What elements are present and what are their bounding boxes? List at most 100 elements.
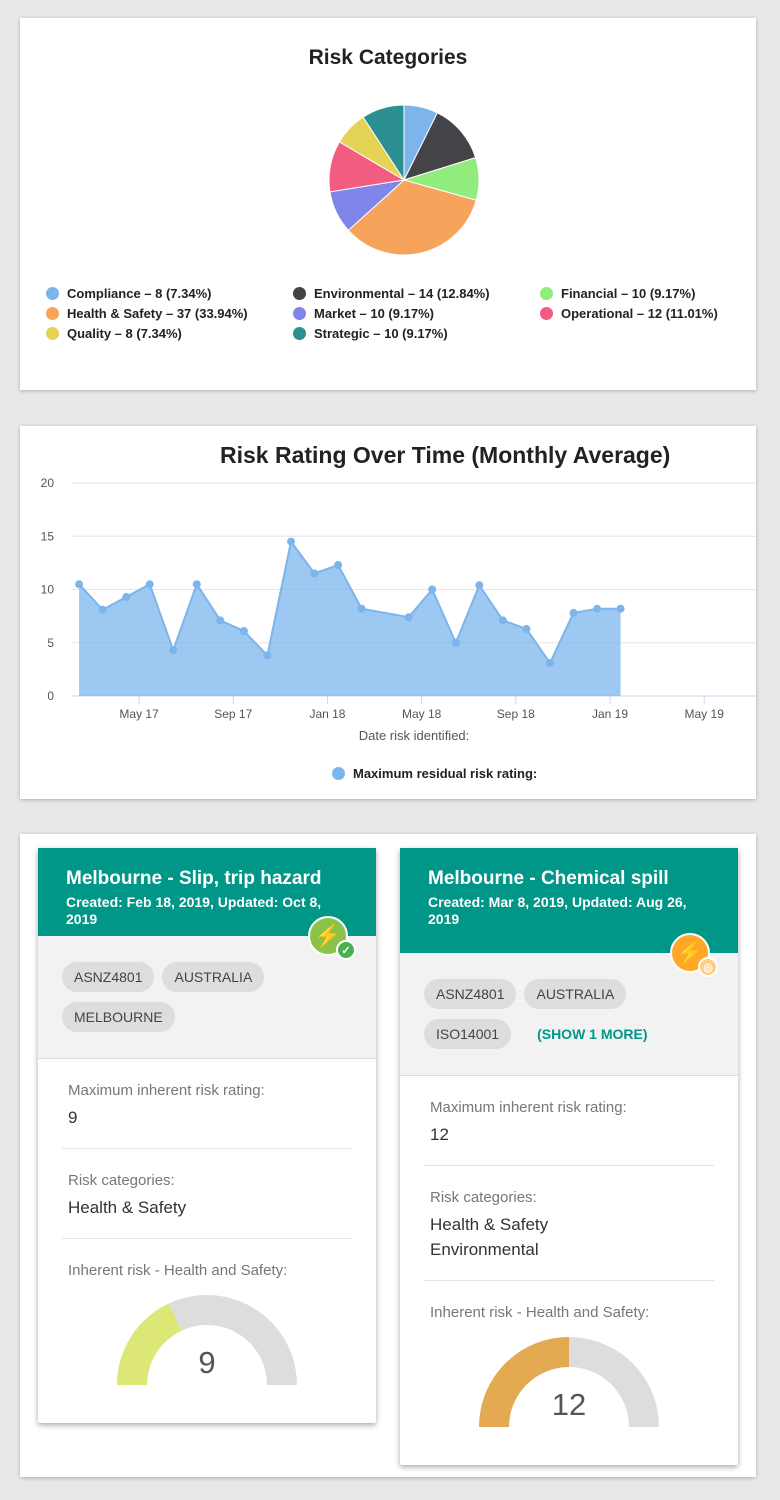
legend-label: Health & Safety – 37 (33.94%) (67, 306, 248, 321)
data-point[interactable] (475, 581, 484, 590)
x-tick-label: Jan 18 (309, 707, 345, 721)
pie-legend: Compliance – 8 (7.34%) Environmental – 14… (20, 18, 756, 390)
data-point[interactable] (404, 613, 413, 622)
x-tick-label: May 19 (685, 707, 725, 721)
legend-marker (46, 327, 59, 340)
y-tick-label: 20 (41, 476, 55, 490)
data-point[interactable] (334, 561, 343, 569)
tag[interactable]: MELBOURNE (62, 1002, 175, 1032)
legend-item[interactable]: Compliance – 8 (7.34%) (46, 286, 212, 301)
series-area (79, 541, 621, 696)
card-header[interactable]: Melbourne - Chemical spill Created: Mar … (400, 848, 738, 977)
data-point[interactable] (310, 569, 319, 578)
legend-marker (540, 287, 553, 300)
data-point[interactable] (569, 608, 578, 617)
line-chart-title: Risk Rating Over Time (Monthly Average) (220, 442, 671, 468)
risk-gauge: 9 (117, 1295, 297, 1387)
data-point[interactable] (122, 593, 131, 601)
risk-card[interactable]: Melbourne - Chemical spill Created: Mar … (400, 848, 738, 1465)
x-axis-title: Date risk identified: (359, 728, 470, 743)
legend-item[interactable]: Market – 10 (9.17%) (293, 306, 434, 321)
tag[interactable]: AUSTRALIA (524, 979, 627, 1009)
field-value: Health & Safety (430, 1215, 549, 1234)
y-tick-label: 15 (41, 529, 55, 543)
data-point[interactable] (75, 580, 84, 589)
data-point[interactable] (522, 624, 531, 633)
data-point[interactable] (498, 616, 507, 625)
gauge-graphic (117, 1295, 297, 1385)
legend-label: Strategic – 10 (9.17%) (314, 326, 448, 341)
x-tick-label: Sep 17 (214, 707, 252, 721)
inherent-risk-field: Maximum inherent risk rating: 9 (62, 1059, 352, 1149)
pie-slice-strategic[interactable] (362, 104, 405, 182)
legend-item[interactable]: Financial – 10 (9.17%) (540, 286, 695, 301)
legend-item[interactable]: Strategic – 10 (9.17%) (293, 326, 448, 341)
legend-label: Operational – 12 (11.01%) (561, 306, 718, 321)
data-point[interactable] (169, 646, 178, 655)
data-point[interactable] (216, 616, 225, 625)
tag[interactable]: ASNZ4801 (424, 979, 517, 1009)
field-value: 12 (430, 1125, 449, 1144)
risk-card[interactable]: Melbourne - Slip, trip hazard Created: F… (38, 848, 376, 1423)
legend-marker (46, 287, 59, 300)
data-point[interactable] (451, 638, 460, 647)
data-point[interactable] (357, 604, 366, 613)
field-label: Maximum inherent risk rating: (430, 1099, 627, 1116)
field-label: Risk categories: (68, 1172, 175, 1189)
data-point[interactable] (616, 604, 625, 613)
card-header[interactable]: Melbourne - Slip, trip hazard Created: F… (38, 848, 376, 960)
card-meta: Created: Feb 18, 2019, Updated: Oct 8, 2… (66, 894, 322, 927)
data-point[interactable] (98, 605, 107, 614)
legend-item[interactable]: Quality – 8 (7.34%) (46, 326, 182, 341)
legend-label: Environmental – 14 (12.84%) (314, 286, 490, 301)
data-point[interactable] (239, 627, 248, 635)
show-more-link[interactable]: (SHOW 1 MORE) (537, 1026, 648, 1042)
gauge-value: 9 (198, 1345, 216, 1380)
data-point[interactable] (145, 580, 154, 589)
line-legend-label: Maximum residual risk rating: (353, 766, 538, 781)
field-value: 9 (68, 1108, 78, 1127)
legend-marker (46, 307, 59, 320)
legend-item[interactable]: Health & Safety – 37 (33.94%) (46, 306, 248, 321)
tag[interactable]: AUSTRALIA (162, 962, 265, 992)
data-point[interactable] (428, 585, 437, 594)
legend-item[interactable]: Operational – 12 (11.01%) (540, 306, 718, 321)
legend-item[interactable]: Environmental – 14 (12.84%) (293, 286, 490, 301)
legend-label: Quality – 8 (7.34%) (67, 326, 182, 341)
gauge-field: Inherent risk - Health and Safety: 9 (62, 1239, 352, 1423)
card-title[interactable]: Melbourne - Slip, trip hazard (66, 868, 322, 889)
data-point[interactable] (287, 537, 295, 546)
legend-marker (293, 287, 306, 300)
legend-label: Market – 10 (9.17%) (314, 306, 434, 321)
legend-marker (540, 307, 553, 320)
pie-slice-health-safety[interactable] (347, 179, 477, 256)
tag[interactable]: ISO14001 (424, 1019, 512, 1049)
gauge-fill (117, 1303, 182, 1385)
data-point[interactable] (263, 651, 272, 660)
card-title[interactable]: Melbourne - Chemical spill (428, 868, 669, 889)
legend-marker (332, 767, 345, 780)
card-meta: Created: Mar 8, 2019, Updated: Aug 26, 2… (428, 894, 687, 927)
field-label: Inherent risk - Health and Safety: (68, 1262, 288, 1279)
target-icon: ◎ (698, 957, 718, 977)
gauge-fill (479, 1337, 569, 1427)
data-point[interactable] (546, 659, 554, 667)
data-point[interactable] (593, 604, 602, 613)
line-legend[interactable]: Maximum residual risk rating: (332, 766, 537, 781)
line-chart: 0 5 10 15 20 May 17 Sep 17 Jan 18 May 18 Sep 18 Ja… (41, 476, 756, 743)
pie-chart (328, 104, 480, 256)
risk-categories-panel: Risk Categories Compliance – 8 (7.34%) En… (20, 18, 756, 390)
tag[interactable]: ASNZ4801 (62, 962, 155, 992)
y-tick-label: 10 (41, 583, 55, 597)
data-point[interactable] (192, 580, 201, 589)
field-value: Environmental (430, 1240, 539, 1259)
field-label: Risk categories: (430, 1189, 537, 1206)
legend-label: Compliance – 8 (7.34%) (67, 286, 212, 301)
x-tick-label: May 17 (119, 707, 159, 721)
tag-list: ASNZ4801 AUSTRALIA MELBOURNE (38, 936, 376, 1059)
risk-gauge: 12 (479, 1337, 659, 1429)
field-label: Inherent risk - Health and Safety: (430, 1304, 650, 1321)
legend-marker (293, 327, 306, 340)
check-icon: ✓ (336, 940, 356, 960)
gauge-value: 12 (551, 1387, 587, 1422)
